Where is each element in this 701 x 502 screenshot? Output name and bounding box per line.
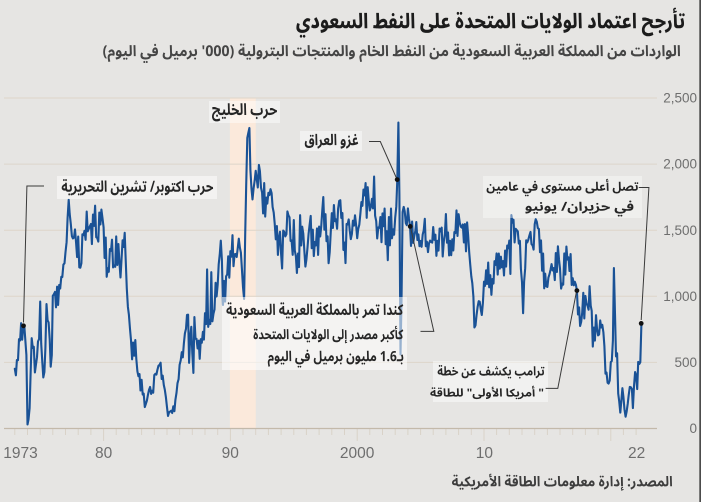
svg-text:2,500: 2,500 (663, 91, 697, 106)
svg-text:1,500: 1,500 (663, 223, 697, 238)
svg-text:22: 22 (628, 445, 645, 462)
svg-text:1973: 1973 (3, 445, 37, 462)
svg-text:2,000: 2,000 (663, 157, 697, 172)
svg-text:80: 80 (95, 445, 113, 462)
svg-text:10: 10 (476, 445, 494, 462)
svg-text:90: 90 (222, 445, 240, 462)
svg-text:500: 500 (674, 355, 697, 370)
svg-text:0: 0 (689, 421, 697, 436)
svg-text:1,000: 1,000 (663, 289, 697, 304)
svg-text:2000: 2000 (340, 445, 375, 462)
